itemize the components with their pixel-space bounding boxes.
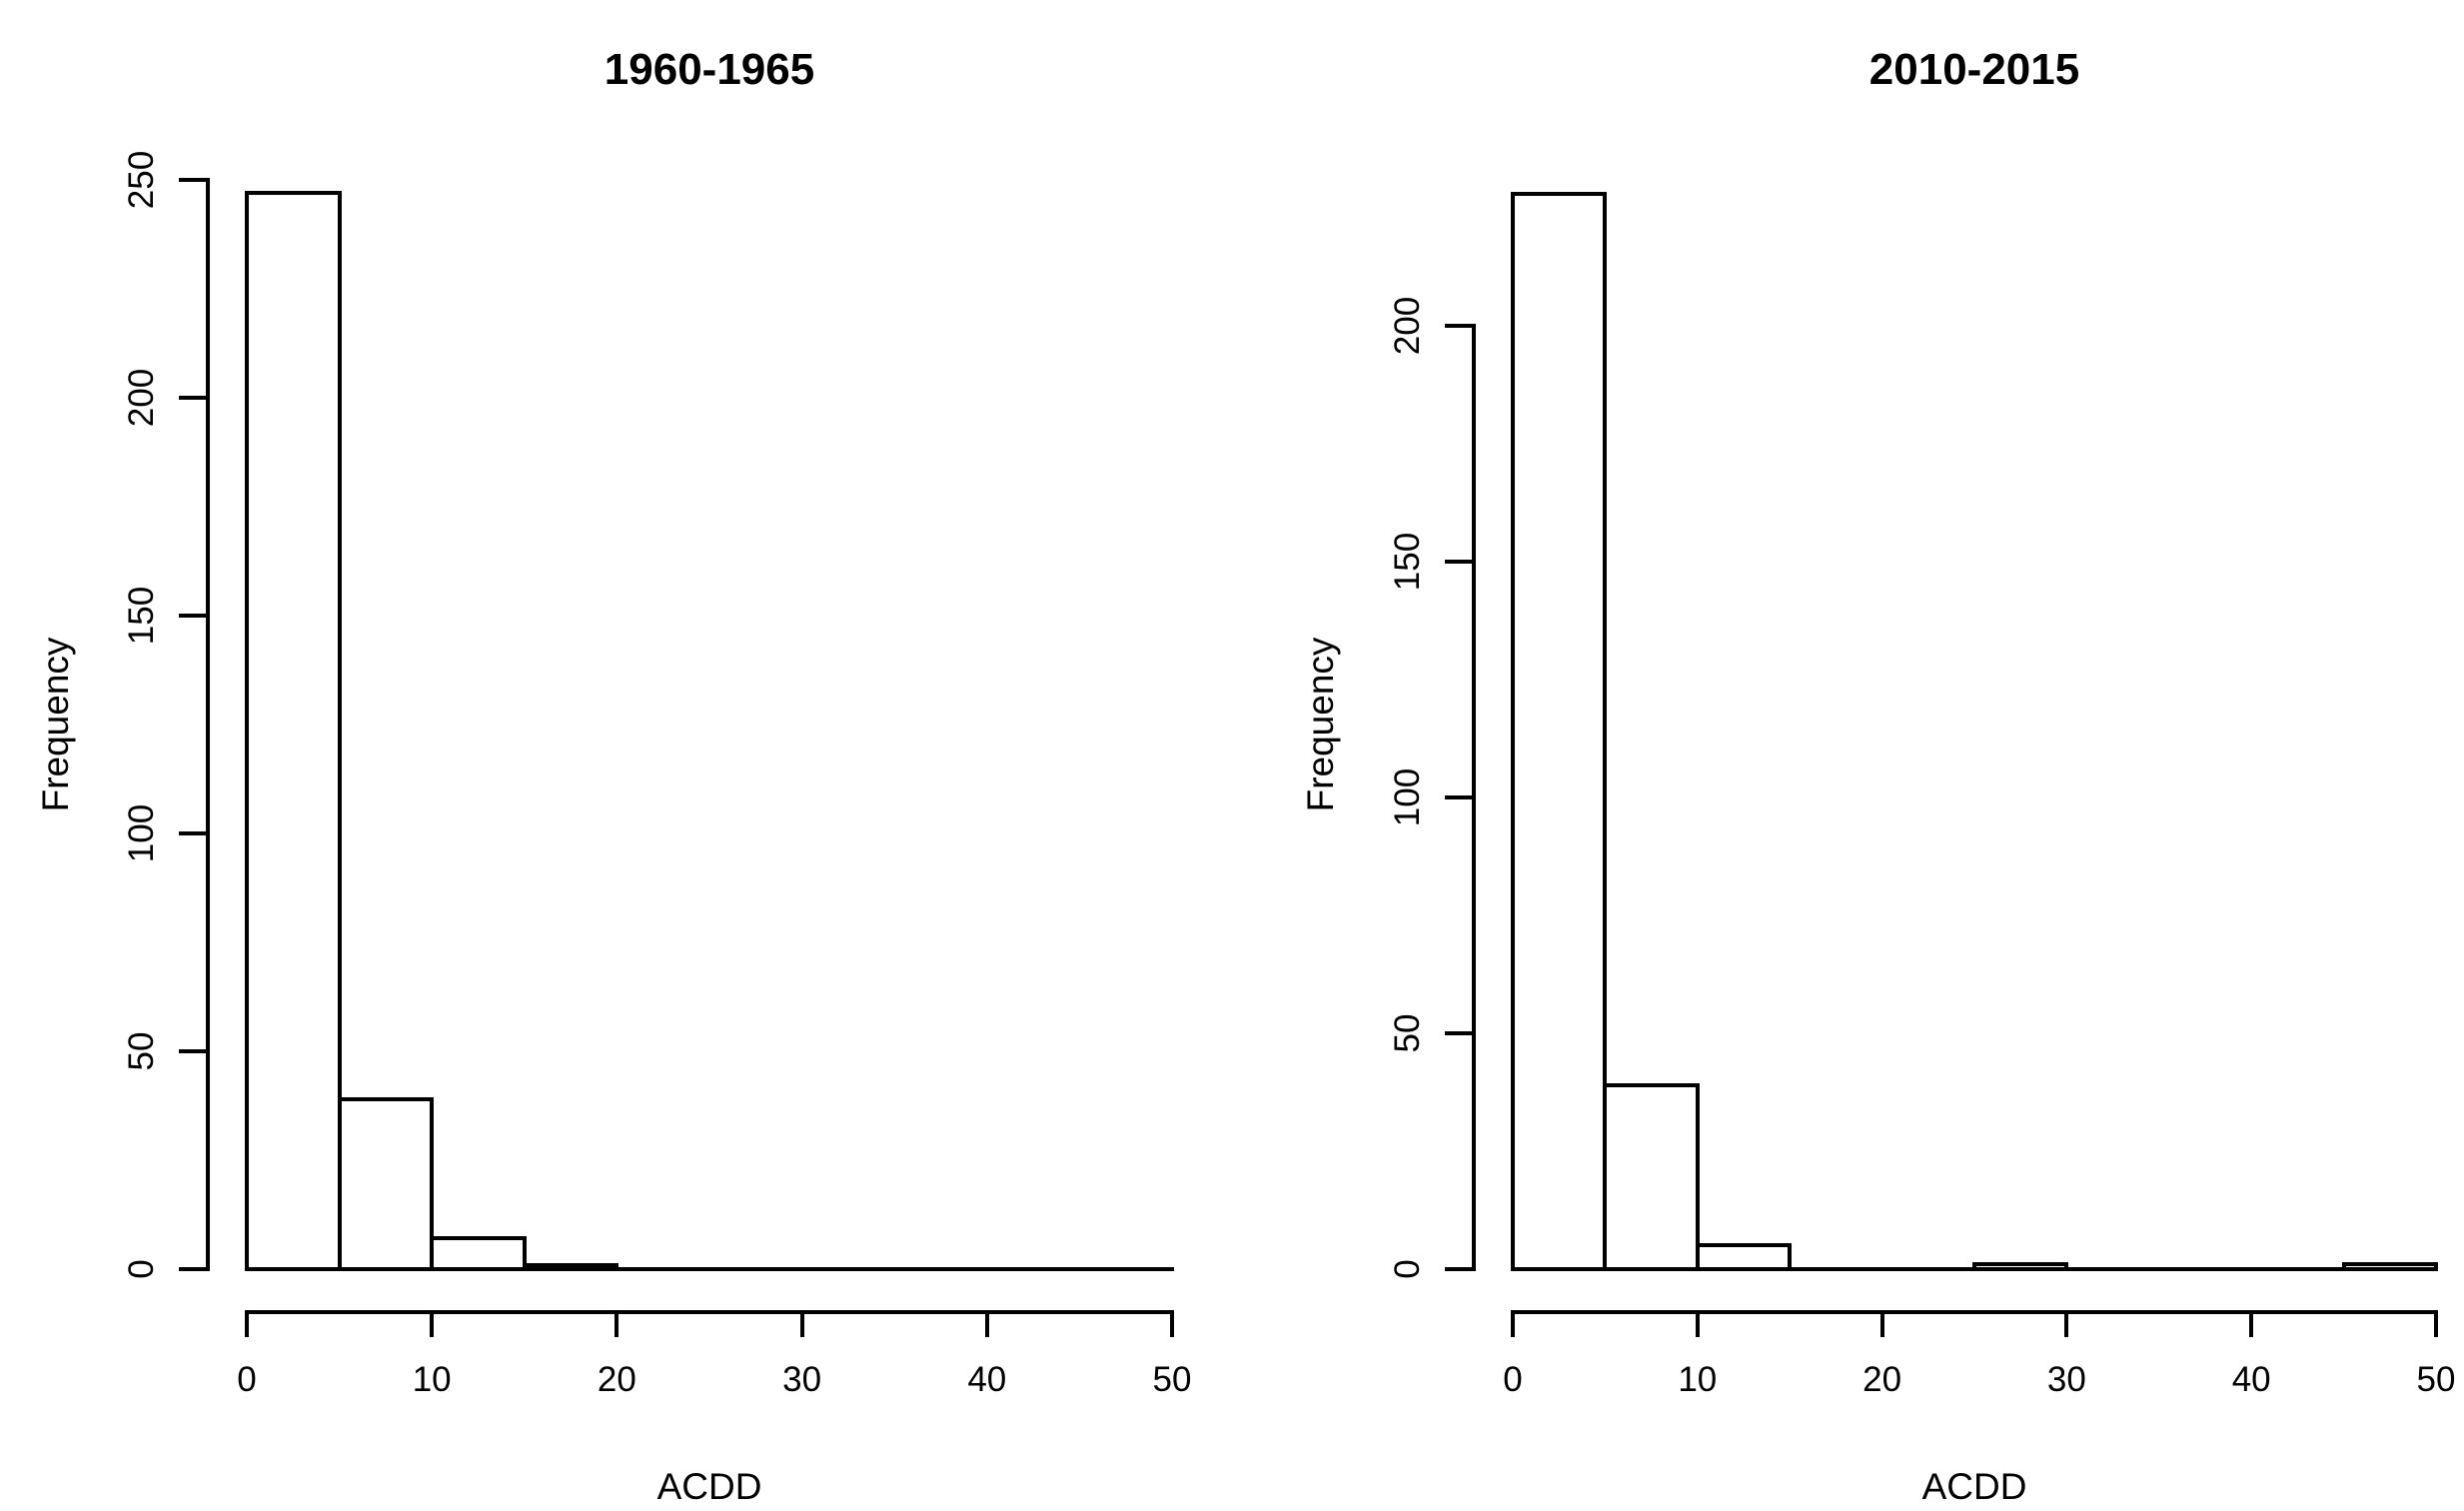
- x-axis-tick: [245, 1310, 249, 1337]
- x-tick-label: 50: [1152, 1360, 1192, 1399]
- histogram-bar: [522, 1262, 619, 1271]
- x-tick-label: 30: [782, 1360, 822, 1399]
- histogram-baseline: [245, 1267, 1174, 1271]
- x-tick-label: 50: [2416, 1360, 2456, 1399]
- panel2-x-axis-title: ACDD: [1921, 1466, 2027, 1507]
- panel1-x-axis-title: ACDD: [656, 1466, 762, 1507]
- y-axis-line: [1472, 324, 1476, 1271]
- x-axis-tick: [2064, 1310, 2069, 1337]
- y-axis-tick: [1445, 1031, 1472, 1035]
- y-axis-tick: [1445, 795, 1472, 799]
- x-axis-tick: [1879, 1310, 1884, 1337]
- y-tick-label: 150: [122, 586, 161, 646]
- y-tick-label: 200: [122, 368, 161, 428]
- y-axis-tick: [1445, 1267, 1472, 1271]
- x-tick-label: 40: [967, 1360, 1007, 1399]
- y-axis-tick: [1445, 560, 1472, 564]
- y-tick-label: 100: [122, 803, 161, 863]
- y-tick-label: 0: [122, 1259, 161, 1279]
- x-tick-label: 0: [1503, 1360, 1523, 1399]
- histogram-bar: [245, 191, 342, 1271]
- x-tick-label: 40: [2231, 1360, 2271, 1399]
- y-axis-tick: [179, 831, 206, 835]
- y-axis-tick: [179, 614, 206, 618]
- panel2-y-axis-title: Frequency: [1300, 637, 1341, 812]
- y-axis-tick: [179, 1267, 206, 1271]
- x-axis-tick: [1511, 1310, 1515, 1337]
- histogram-bar: [1972, 1262, 2069, 1271]
- y-tick-label: 100: [1388, 767, 1427, 827]
- y-axis-tick: [1445, 324, 1472, 328]
- histogram-bar: [337, 1096, 435, 1271]
- histogram-bar: [430, 1236, 527, 1271]
- histogram-bar: [1603, 1082, 1700, 1271]
- y-axis-tick: [179, 396, 206, 400]
- x-axis-line: [245, 1310, 1174, 1314]
- x-tick-label: 30: [2046, 1360, 2086, 1399]
- x-tick-label: 0: [237, 1360, 257, 1399]
- x-axis-tick: [2249, 1310, 2254, 1337]
- x-tick-label: 10: [412, 1360, 452, 1399]
- y-axis-tick: [179, 1049, 206, 1053]
- histogram-bar: [2341, 1262, 2438, 1271]
- x-axis-tick: [1170, 1310, 1174, 1337]
- x-axis-line: [1511, 1310, 2438, 1314]
- x-axis-tick: [2434, 1310, 2438, 1337]
- y-tick-label: 50: [122, 1031, 161, 1071]
- y-tick-label: 200: [1388, 296, 1427, 356]
- y-tick-label: 0: [1388, 1259, 1427, 1279]
- panel1-title: 1960-1965: [604, 45, 815, 94]
- y-tick-label: 50: [1388, 1013, 1427, 1053]
- panel2-title: 2010-2015: [1868, 45, 2080, 94]
- y-axis-tick: [179, 178, 206, 182]
- panel1-y-axis-title: Frequency: [35, 637, 76, 812]
- x-axis-tick: [799, 1310, 804, 1337]
- x-axis-tick: [615, 1310, 619, 1337]
- y-tick-label: 150: [1388, 532, 1427, 592]
- x-axis-tick: [984, 1310, 989, 1337]
- x-tick-label: 10: [1678, 1360, 1718, 1399]
- y-tick-label: 250: [122, 150, 161, 210]
- x-axis-tick: [1695, 1310, 1700, 1337]
- x-tick-label: 20: [1862, 1360, 1902, 1399]
- histogram-bar: [1695, 1243, 1793, 1271]
- x-axis-tick: [430, 1310, 435, 1337]
- histogram-bar: [1511, 191, 1608, 1271]
- y-axis-line: [206, 178, 210, 1271]
- x-tick-label: 20: [597, 1360, 636, 1399]
